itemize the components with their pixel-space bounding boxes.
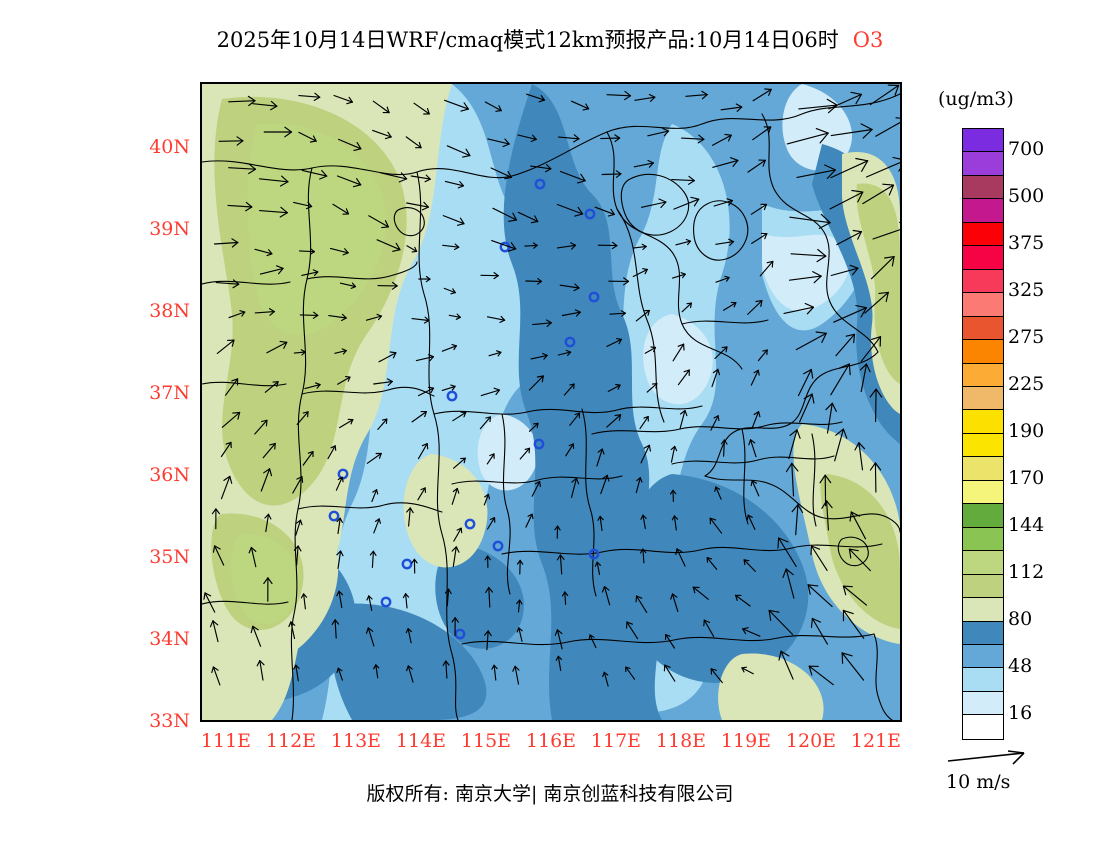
colorbar-cell-22 [963, 644, 1003, 669]
colorbar-cell-21 [963, 621, 1003, 645]
colorbar-cell-7 [963, 293, 1003, 317]
wind-scale-label: 10 m/s [946, 771, 1011, 793]
colorbar-cell-10 [963, 363, 1003, 387]
colorbar-cell-14 [963, 457, 1003, 481]
colorbar-cell-17 [963, 527, 1003, 552]
longitude-tick-111E: 111E [200, 730, 252, 752]
colorbar-cell-25 [963, 715, 1003, 739]
title-main-text: 2025年10月14日WRF/cmaq模式12km预报产品:10月14日06时 [216, 28, 839, 52]
colorbar-tick-16: 16 [1008, 701, 1033, 724]
longitude-tick-119E: 119E [720, 730, 772, 752]
latitude-tick-39N: 39N [149, 217, 190, 240]
colorbar-cell-6 [963, 269, 1003, 294]
longitude-tick-115E: 115E [460, 730, 512, 752]
colorbar-cell-16 [963, 504, 1003, 528]
title-species-label: O3 [852, 28, 884, 52]
colorbar-tick-700: 700 [1008, 138, 1045, 161]
colorbar-tick-190: 190 [1008, 420, 1045, 442]
colorbar-cell-3 [963, 199, 1003, 223]
colorbar-cell-1 [963, 152, 1003, 176]
longitude-tick-117E: 117E [590, 730, 642, 752]
longitude-tick-116E: 116E [525, 730, 577, 752]
colorbar-cell-23 [963, 668, 1003, 692]
wind-vector-field [203, 84, 900, 687]
latitude-tick-33N: 33N [149, 710, 190, 732]
colorbar-cell-9 [963, 340, 1003, 364]
longitude-tick-114E: 114E [395, 730, 447, 752]
colorbar-tick-170: 170 [1008, 466, 1045, 489]
copyright-text: 版权所有: 南京大学| 南京创蓝科技有限公司 [366, 783, 734, 805]
colorbar-tick-144: 144 [1008, 513, 1045, 536]
page-title: 2025年10月14日WRF/cmaq模式12km预报产品:10月14日06时 O… [0, 24, 1100, 54]
longitude-tick-113E: 113E [330, 730, 382, 752]
longitude-tick-112E: 112E [265, 730, 317, 752]
colorbar-tick-48: 48 [1008, 654, 1033, 677]
colorbar-tick-375: 375 [1008, 232, 1045, 255]
latitude-tick-37N: 37N [149, 381, 190, 404]
latitude-tick-34N: 34N [149, 627, 190, 650]
colorbar-tick-80: 80 [1008, 607, 1033, 630]
colorbar-cell-20 [963, 598, 1003, 622]
colorbar-cell-2 [963, 175, 1003, 200]
longitude-tick-121E: 121E [850, 730, 902, 752]
latitude-tick-38N: 38N [149, 299, 190, 322]
colorbar[interactable] [962, 128, 1004, 740]
forecast-map[interactable] [200, 82, 902, 722]
colorbar-cell-8 [963, 316, 1003, 341]
colorbar-cell-18 [963, 551, 1003, 575]
colorbar-cell-13 [963, 433, 1003, 458]
wind-scale-legend: 10 m/s [944, 748, 1084, 793]
colorbar-cell-4 [963, 222, 1003, 247]
colorbar-tick-500: 500 [1008, 185, 1045, 208]
colorbar-cell-15 [963, 480, 1003, 505]
latitude-tick-40N: 40N [149, 135, 190, 158]
colorbar-tick-225: 225 [1008, 373, 1045, 396]
footer: 版权所有: 南京大学| 南京创蓝科技有限公司 [0, 779, 1100, 806]
map-canvas [202, 84, 900, 720]
colorbar-cell-11 [963, 386, 1003, 411]
colorbar-cell-0 [963, 129, 1003, 153]
colorbar-tick-112: 112 [1008, 560, 1045, 583]
longitude-tick-118E: 118E [655, 730, 707, 752]
latitude-tick-35N: 35N [149, 545, 190, 568]
colorbar-unit-label: (ug/m3) [938, 88, 1014, 110]
colorbar-cell-24 [963, 691, 1003, 716]
colorbar-cell-5 [963, 246, 1003, 270]
latitude-tick-36N: 36N [149, 463, 190, 486]
wind-arrow-icon [947, 750, 1025, 765]
colorbar-cell-12 [963, 410, 1003, 434]
colorbar-cell-19 [963, 574, 1003, 599]
longitude-tick-120E: 120E [785, 730, 837, 752]
colorbar-tick-325: 325 [1008, 279, 1045, 302]
colorbar-tick-275: 275 [1008, 326, 1045, 349]
